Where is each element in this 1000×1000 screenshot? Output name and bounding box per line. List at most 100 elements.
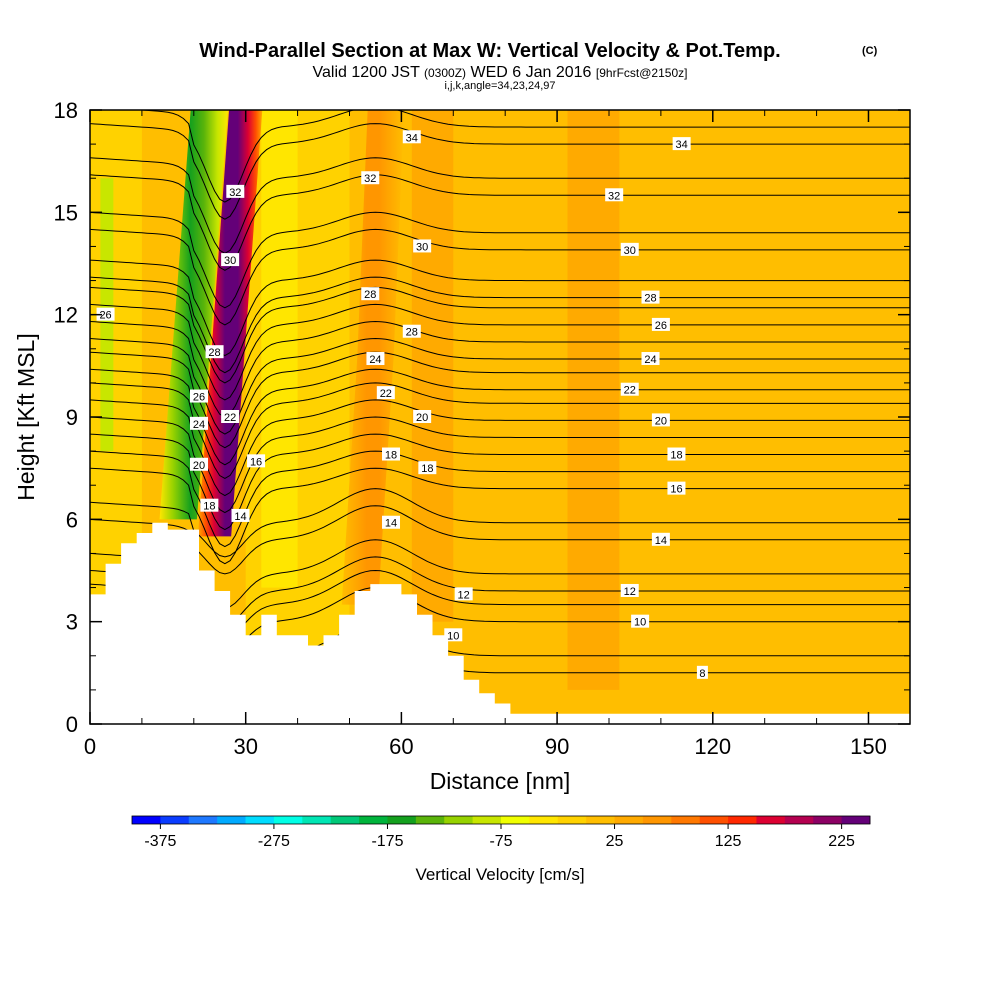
theta-contour-line xyxy=(90,228,910,326)
contour-label-box xyxy=(189,416,208,430)
contour-label-text: 26 xyxy=(99,310,111,322)
contour-label: 28 xyxy=(205,345,224,359)
x-tick-label: 30 xyxy=(233,734,257,759)
contour-label-box xyxy=(651,532,670,546)
contour-label-text: 26 xyxy=(193,392,205,404)
theta-contour-line xyxy=(90,286,910,384)
contour-label: 26 xyxy=(189,389,208,404)
contour-label-box xyxy=(189,389,208,403)
contour-label-text: 30 xyxy=(224,255,236,267)
contour-label-text: 18 xyxy=(421,463,433,475)
weak-downdraft-region xyxy=(261,110,298,588)
contour-label: 28 xyxy=(361,287,380,301)
colorbar-swatch xyxy=(444,816,474,824)
contour-label-text: 26 xyxy=(655,320,667,332)
contour-label: 22 xyxy=(620,382,639,397)
theta-contour-line xyxy=(90,399,910,497)
colorbar-tick-label: -175 xyxy=(371,833,403,850)
contour-label-box xyxy=(221,410,240,423)
colorbar-tick-label: 25 xyxy=(606,833,624,850)
theta-contour-line xyxy=(90,467,910,565)
contour-label: 30 xyxy=(413,239,432,253)
colorbar-label: Vertical Velocity [cm/s] xyxy=(415,865,584,884)
theta-contour-line xyxy=(90,123,910,220)
contour-label-box xyxy=(696,665,708,679)
colorbar-swatch xyxy=(188,816,218,824)
colorbar-swatch xyxy=(160,816,190,824)
contour-label: 32 xyxy=(361,171,380,185)
chart-title: Wind-Parallel Section at Max W: Vertical… xyxy=(199,40,780,62)
contour-label: 18 xyxy=(667,447,686,462)
contour-label-box xyxy=(413,410,432,423)
contour-label-text: 22 xyxy=(624,385,636,397)
y-tick-label: 0 xyxy=(66,712,78,737)
contour-label: 20 xyxy=(413,410,432,424)
contour-label: 26 xyxy=(651,317,670,332)
theta-contour-line xyxy=(90,259,910,357)
colorbar-swatch xyxy=(501,816,530,824)
theta-contour-line xyxy=(90,157,910,254)
contour-label-box xyxy=(418,461,437,475)
contour-label: 10 xyxy=(631,614,650,629)
colorbar-swatch xyxy=(387,816,417,824)
contour-label-text: 22 xyxy=(380,388,392,400)
theta-contour-line xyxy=(90,488,910,558)
contour-label-text: 34 xyxy=(676,139,688,151)
contour-label-box xyxy=(651,317,670,331)
contour-label: 8 xyxy=(696,665,708,680)
contour-label-text: 16 xyxy=(250,456,262,468)
contour-label: 18 xyxy=(382,447,401,462)
contour-labels: 34 34 32 32 32 30 30 30 28 28 28 28 26 26 26 24 24 24 22 22… xyxy=(96,130,708,680)
colorbar-tick-label: 225 xyxy=(828,833,855,850)
contour-label-box xyxy=(631,614,650,628)
contour-label-box xyxy=(402,130,421,144)
colorbar-swatch xyxy=(415,816,445,824)
contour-label: 24 xyxy=(189,416,208,431)
colorbar-swatch xyxy=(728,816,757,824)
theta-contour-line xyxy=(90,368,910,466)
colorbar-swatch xyxy=(273,816,303,824)
contour-label-text: 24 xyxy=(193,419,205,431)
contour-label-box xyxy=(641,290,660,304)
contour-label-box xyxy=(361,171,380,185)
colorbar-swatch xyxy=(813,816,843,824)
theta-contour-line xyxy=(90,505,910,575)
contour-label: 10 xyxy=(444,628,463,642)
contour-label-box xyxy=(96,307,115,321)
x-tick-label: 90 xyxy=(545,734,569,759)
colorbar-swatch xyxy=(245,816,275,824)
contour-label: 16 xyxy=(247,454,266,468)
contour-label: 20 xyxy=(651,413,670,427)
contour-label-box xyxy=(454,587,473,601)
contour-label-text: 14 xyxy=(234,511,246,523)
contour-label-box xyxy=(226,184,245,198)
contour-label: 18 xyxy=(200,498,219,513)
colorbar-swatch xyxy=(529,816,559,824)
contour-label-box xyxy=(667,447,686,461)
contour-label-box xyxy=(651,413,670,427)
contour-label-text: 28 xyxy=(644,293,656,305)
colorbar-swatch xyxy=(132,816,161,824)
colorbar-swatch xyxy=(756,816,786,824)
y-tick-label: 15 xyxy=(54,200,78,225)
contour-label-text: 12 xyxy=(458,589,470,601)
contour-label-text: 10 xyxy=(634,617,646,629)
colorbar-tick-label: -375 xyxy=(144,833,176,850)
contour-label-text: 14 xyxy=(655,535,667,547)
x-tick-label: 60 xyxy=(389,734,413,759)
weak-updraft-region xyxy=(411,110,454,622)
contour-label-box xyxy=(402,324,421,338)
y-tick-label: 12 xyxy=(54,303,78,328)
grid-params: i,j,k,angle=34,23,24,97 xyxy=(444,80,555,92)
terrain xyxy=(90,522,910,724)
contour-label-text: 22 xyxy=(224,412,236,424)
x-axis-label: Distance [nm] xyxy=(430,768,571,794)
contour-label: 28 xyxy=(641,290,660,305)
contour-label: 12 xyxy=(620,583,639,598)
y-tick-label: 6 xyxy=(66,507,78,532)
theta-contour-line xyxy=(90,337,910,435)
contour-label: 14 xyxy=(382,515,401,530)
contour-label-text: 28 xyxy=(208,347,220,359)
colorbar-swatch xyxy=(302,816,332,824)
contour-label: 34 xyxy=(672,137,691,151)
